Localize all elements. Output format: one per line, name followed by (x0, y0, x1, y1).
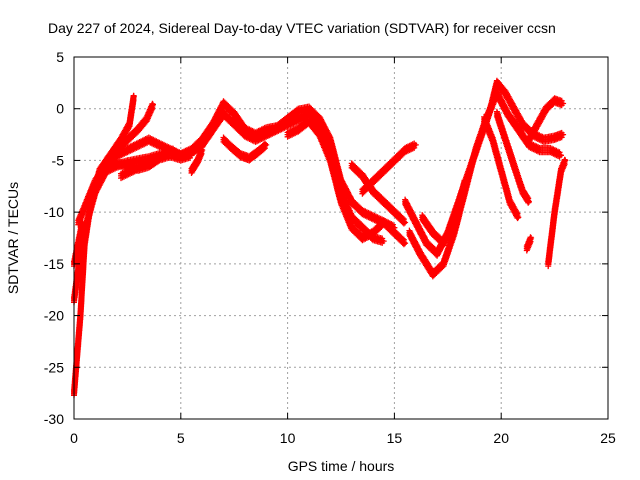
chart-title: Day 227 of 2024, Sidereal Day-to-day VTE… (48, 20, 556, 36)
x-tick-label: 20 (493, 430, 509, 446)
point-markers (493, 108, 532, 206)
series-sat-j (284, 115, 409, 248)
point-markers (402, 77, 567, 259)
x-tick-label: 5 (177, 430, 185, 446)
axis-ticks: 0 5 10 15 20 25 -30 -25 -20 -15 -10 -5 0 5 (44, 49, 616, 446)
series-sat-l (348, 160, 409, 227)
series-sat-q (493, 108, 532, 206)
y-axis-label: SDTVAR / TECUs (5, 182, 21, 294)
x-tick-label: 25 (600, 430, 616, 446)
x-tick-label: 0 (70, 430, 78, 446)
series-sat-m (402, 77, 567, 259)
series-sat-o (419, 177, 468, 249)
point-markers (188, 146, 206, 176)
point-markers (526, 95, 567, 145)
series-sat-h (188, 146, 206, 176)
point-markers (481, 113, 522, 222)
point-markers (348, 160, 409, 227)
point-markers (284, 115, 409, 248)
y-tick-label: 0 (56, 101, 64, 117)
series-sat-p (481, 113, 522, 222)
y-tick-label: 5 (56, 49, 64, 65)
x-axis-label: GPS time / hours (288, 458, 395, 474)
x-tick-label: 10 (280, 430, 296, 446)
series-sat-i (220, 134, 270, 164)
point-markers (419, 177, 468, 249)
data-points (71, 77, 569, 399)
plot-frame (73, 56, 609, 420)
point-markers (220, 134, 270, 164)
y-tick-label: -5 (52, 152, 65, 168)
y-tick-label: -10 (44, 204, 64, 220)
point-markers (118, 145, 178, 182)
x-tick-label: 15 (387, 430, 403, 446)
series-sat-s (545, 156, 569, 270)
series-sat-g (118, 145, 178, 182)
series-sat-t (523, 234, 535, 254)
point-markers (523, 234, 535, 254)
y-tick-label: -30 (44, 411, 64, 427)
y-tick-label: -25 (44, 359, 64, 375)
y-tick-label: -15 (44, 256, 64, 272)
y-tick-label: -20 (44, 308, 64, 324)
point-markers (545, 156, 569, 270)
series-sat-r (526, 95, 567, 145)
